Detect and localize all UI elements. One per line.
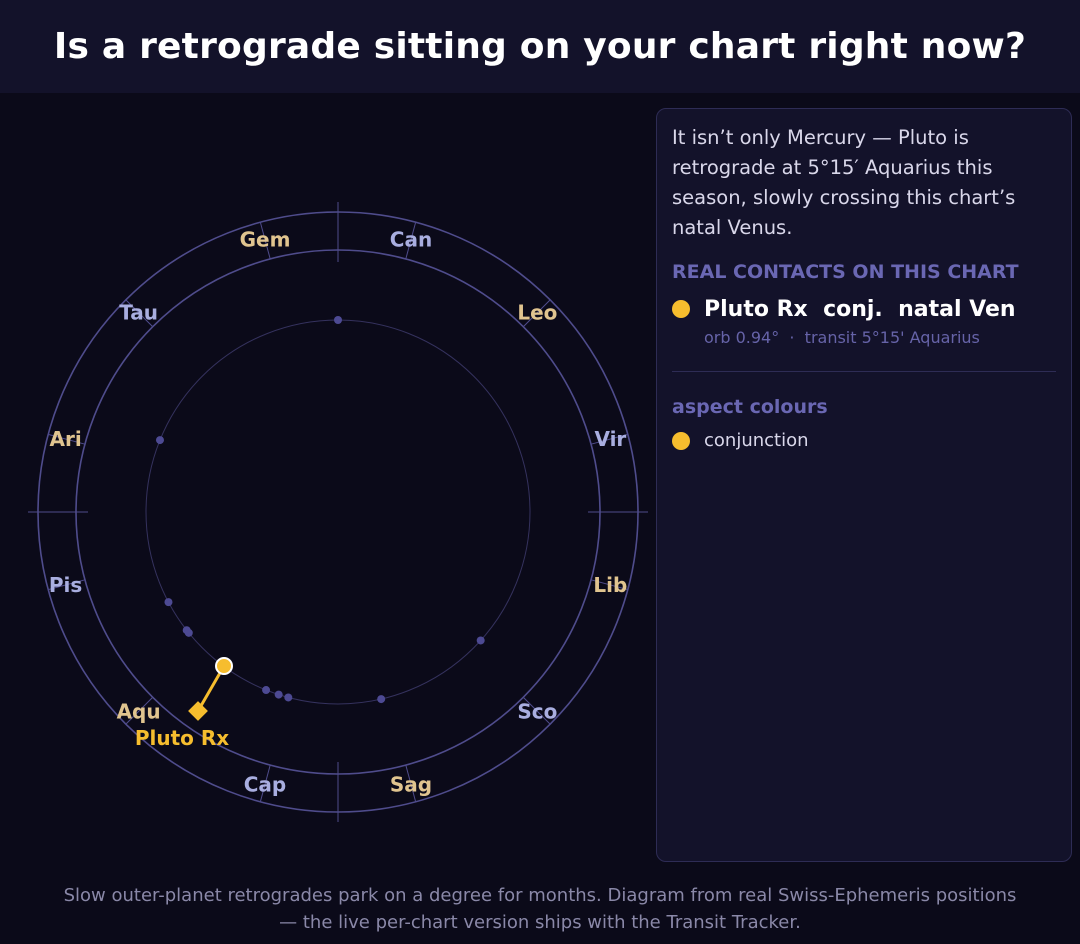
conjunction-legend-dot-icon [672,432,690,450]
sign-label-tau: Tau [119,301,158,325]
natal-planet-dot [262,686,271,695]
sign-boundary [590,433,628,445]
sign-boundary [590,579,628,591]
transit-pluto-marker [188,701,208,721]
natal-planet-dot [377,695,386,704]
sign-label-sag: Sag [390,772,432,796]
natal-planet-dot [334,316,342,324]
contact-item: Pluto Rx conj. natal Ven orb 0.94° · tra… [672,297,1056,347]
middle-ring [75,249,601,775]
sign-label-aqu: Aqu [117,699,161,723]
page-title: Is a retrograde sitting on your chart ri… [53,26,1027,67]
sign-boundary [48,579,86,591]
sign-boundary [125,299,154,328]
zodiac-wheel: Ari Tau Gem Can Leo Vir Lib Sco Sag Cap Aqu Pis Plut… [28,202,648,822]
inner-ring [145,319,531,705]
info-panel: It isn’t only Mercury — Pluto is retrogr… [656,108,1072,862]
natal-planet-dot [164,598,173,607]
sign-boundary [125,696,154,725]
sign-label-gem: Gem [240,228,291,252]
sign-label-ari: Ari [50,427,82,451]
sign-boundary [522,299,551,328]
sign-label-leo: Leo [517,301,557,325]
sign-boundary [522,696,551,725]
sign-label-sco: Sco [517,699,557,723]
sign-label-vir: Vir [594,427,626,451]
sign-boundary [259,764,271,802]
divider [672,371,1056,372]
sign-boundary [48,433,86,445]
transit-label: Pluto Rx [135,726,229,750]
natal-planet-dot [182,626,191,635]
natal-planet-dot [284,693,293,702]
footer-caption: Slow outer-planet retrogrades park on a … [20,882,1060,936]
natal-planet-dot [274,690,283,699]
natal-planet-dot [476,636,485,645]
contact-title: Pluto Rx conj. natal Ven [704,297,1016,322]
natal-venus-marker [215,657,233,675]
intro-text: It isn’t only Mercury — Pluto is retrogr… [672,126,1016,239]
sign-boundary [405,222,417,260]
sign-label-pis: Pis [49,573,82,597]
sign-label-lib: Lib [593,573,627,597]
contact-detail: orb 0.94° · transit 5°15' Aquarius [704,328,980,347]
sign-label-can: Can [390,228,432,252]
footer-line-1: Slow outer-planet retrogrades park on a … [63,885,1017,906]
conjunction-dot-icon [672,300,690,318]
legend-heading: aspect colours [672,396,828,418]
footer-line-2: — the live per-chart version ships with … [279,912,801,933]
natal-planet-dot [155,436,164,445]
legend-label: conjunction [704,430,809,451]
sign-label-cap: Cap [244,772,287,796]
sign-boundary [405,764,417,802]
contacts-heading: REAL CONTACTS ON THIS CHART [672,261,1019,283]
title-bar: Is a retrograde sitting on your chart ri… [0,0,1080,93]
sign-boundary [259,222,271,260]
legend-item-conjunction: conjunction [672,430,1056,451]
